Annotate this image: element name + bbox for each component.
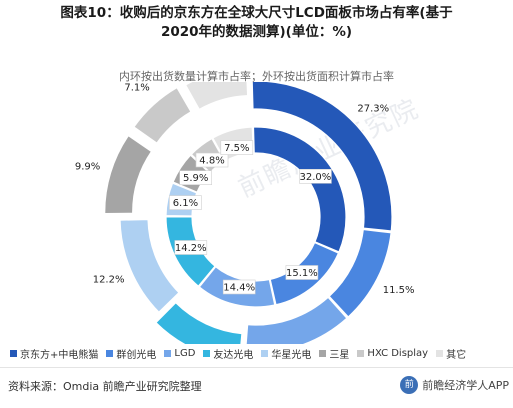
- legend-swatch: [164, 349, 172, 357]
- legend-label: HXC Display: [367, 347, 429, 359]
- legend-item-0: 京东方+中电熊猫: [10, 346, 98, 361]
- legend-swatch: [106, 349, 114, 357]
- value-label-box-inner-2: [222, 279, 256, 295]
- source-note: 资料来源：Omdia 前瞻产业研究院整理: [8, 380, 202, 393]
- chart-legend: 京东方+中电熊猫 群创光电 LGD 友达光电 华星光电 三星 HXC Display 其它: [10, 345, 510, 361]
- brand-logo-icon: 前: [400, 376, 419, 394]
- value-label-box-inner-6: [195, 152, 229, 168]
- value-label-inner-6: 4.8%: [199, 156, 224, 167]
- chart-subtitle: 内环按出货数量计算市占率；外环按出货面积计算市占率: [119, 70, 394, 83]
- footer-divider: [0, 367, 513, 368]
- legend-item-1: 群创光电: [106, 346, 156, 361]
- value-label-box-inner-3: [174, 240, 208, 255]
- value-label-box-inner-0: [299, 169, 332, 184]
- legend-label: 其它: [446, 349, 467, 361]
- chart-slices: [104, 82, 393, 344]
- chart-title-line2: 2020年的数据测算)(单位：%): [160, 24, 353, 40]
- legend-swatch: [357, 349, 365, 357]
- legend-label: LGD: [174, 347, 196, 359]
- value-label-outer-6: 7.1%: [124, 83, 149, 94]
- legend-swatch: [10, 349, 17, 357]
- legend-swatch: [319, 349, 327, 357]
- legend-swatch: [436, 349, 444, 357]
- slice-outer-3: [155, 301, 243, 344]
- slice-outer-1: [328, 228, 392, 318]
- value-label-box-inner-7: [220, 140, 254, 155]
- chart-title: 图表10：收购后的京东方在全球大尺寸LCD面板市场占有率(基于 2020年的数据…: [0, 4, 513, 42]
- legend-swatch: [261, 349, 269, 357]
- chart-title-line1: 图表10：收购后的京东方在全球大尺寸LCD面板市场占有率(基于: [60, 5, 453, 21]
- slice-outer-7: [184, 82, 249, 111]
- value-label-inner-7: 7.5%: [224, 143, 249, 154]
- value-label-inner-5: 5.9%: [183, 173, 208, 184]
- donut-chart: 27.3%11.5%13.1%11.2%12.2%9.9%7.1%7.7%32.…: [75, 82, 415, 344]
- value-label-outer-4: 12.2%: [93, 275, 125, 286]
- slice-outer-6: [133, 86, 192, 144]
- legend-label: 群创光电: [116, 349, 157, 361]
- slice-outer-2: [245, 296, 348, 344]
- legend-item-7: 其它: [436, 346, 466, 361]
- legend-item-4: 华星光电: [261, 346, 311, 361]
- legend-label: 华星光电: [271, 349, 312, 361]
- legend-label: 三星: [329, 349, 350, 361]
- value-label-outer-1: 11.5%: [383, 285, 415, 296]
- value-label-inner-4: 6.1%: [173, 198, 198, 209]
- legend-swatch: [203, 349, 211, 357]
- slice-outer-0: [251, 82, 393, 232]
- brand-name: 前瞻经济学人APP: [422, 379, 509, 392]
- value-label-inner-1: 15.1%: [286, 268, 318, 279]
- brand-mark: 前 前瞻经济学人APP: [400, 376, 509, 394]
- value-label-inner-0: 32.0%: [300, 172, 332, 183]
- legend-label: 京东方+中电熊猫: [20, 349, 99, 361]
- value-label-outer-0: 27.3%: [357, 104, 389, 115]
- value-label-box-inner-5: [179, 170, 212, 185]
- legend-item-2: LGD: [164, 348, 195, 359]
- value-label-inner-2: 14.4%: [223, 283, 255, 294]
- value-label-inner-3: 14.2%: [175, 243, 207, 254]
- slice-inner-0: [252, 126, 347, 253]
- value-label-outer-5: 9.9%: [75, 161, 100, 172]
- legend-item-6: HXC Display: [357, 348, 428, 359]
- legend-item-3: 友达光电: [203, 346, 253, 361]
- slice-outer-5: [104, 134, 153, 215]
- legend-item-5: 三星: [319, 346, 349, 361]
- chart-labels: 27.3%11.5%13.1%11.2%12.2%9.9%7.1%7.7%32.…: [75, 83, 415, 296]
- legend-label: 友达光电: [213, 349, 254, 361]
- value-label-box-inner-4: [169, 195, 202, 210]
- slice-outer-4: [119, 218, 180, 314]
- value-label-box-inner-1: [285, 265, 319, 280]
